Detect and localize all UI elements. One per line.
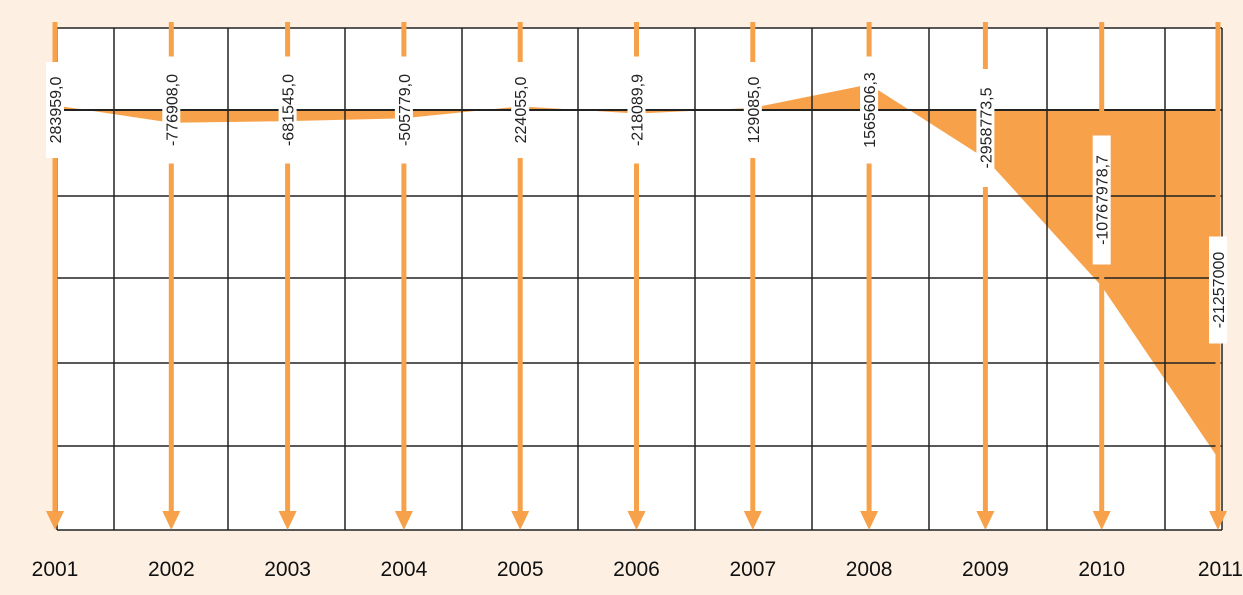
value-label-box <box>162 56 181 164</box>
x-tick-label-2010: 2010 <box>1078 558 1125 581</box>
arrow-head-2005 <box>511 511 530 530</box>
value-label-2003: -681545,0 <box>278 56 298 164</box>
value-label-box <box>860 56 879 164</box>
value-label-2006: -218089,9 <box>627 56 647 164</box>
value-label-text: 1565606,3 <box>862 72 879 148</box>
arrow-head-2008 <box>860 511 879 530</box>
value-label-2005: 224055,0 <box>511 62 530 158</box>
x-tick-label-2005: 2005 <box>497 558 544 581</box>
arrow-head-2010 <box>1092 511 1111 530</box>
value-label-box <box>976 69 995 187</box>
value-label-text: 283959,0 <box>48 77 65 144</box>
value-label-2007: 129085,0 <box>743 62 763 158</box>
arrow-head-2006 <box>627 511 646 530</box>
value-label-text: -2958773,5 <box>978 87 995 168</box>
arrow-head-2002 <box>162 511 181 530</box>
value-label-box <box>278 56 297 164</box>
value-label-box <box>1209 236 1227 344</box>
x-tick-label-2007: 2007 <box>729 558 776 581</box>
value-label-text: -218089,9 <box>630 74 647 146</box>
value-label-2010: -10767978,7 <box>1092 135 1112 265</box>
arrow-head-2007 <box>743 511 762 530</box>
x-tick-label-2011: 2011 <box>1198 558 1243 581</box>
value-label-box <box>1092 135 1111 265</box>
value-label-box <box>743 62 762 158</box>
x-tick-label-2006: 2006 <box>613 558 660 581</box>
value-label-text: -776908,0 <box>164 74 181 146</box>
value-label-text: -681545,0 <box>281 74 298 146</box>
arrow-head-2003 <box>278 511 297 530</box>
value-label-text: 129085,0 <box>746 77 763 144</box>
value-label-2004: -505779,0 <box>394 56 414 164</box>
x-tick-label-2003: 2003 <box>264 558 311 581</box>
value-label-text: -21257000 <box>1211 252 1228 329</box>
value-label-text: 224055,0 <box>513 77 530 144</box>
x-tick-label-2001: 2001 <box>32 558 79 581</box>
x-tick-label-2008: 2008 <box>846 558 893 581</box>
x-tick-label-2002: 2002 <box>148 558 195 581</box>
value-label-box <box>394 56 413 164</box>
arrow-head-2011 <box>1209 511 1227 530</box>
value-label-text: -10767978,7 <box>1095 155 1112 245</box>
value-label-box <box>46 62 64 158</box>
arrow-head-2004 <box>394 511 413 530</box>
arrow-head-2001 <box>46 511 64 530</box>
x-tick-label-2009: 2009 <box>962 558 1009 581</box>
value-label-2008: 1565606,3 <box>860 56 879 164</box>
value-label-2009: -2958773,5 <box>976 69 995 187</box>
value-label-2011: -21257000 <box>1209 236 1228 344</box>
x-tick-label-2004: 2004 <box>381 558 428 581</box>
value-label-2001: 283959,0 <box>46 62 65 158</box>
arrow-head-2009 <box>976 511 995 530</box>
value-label-text: -505779,0 <box>397 74 414 146</box>
value-label-2002: -776908,0 <box>162 56 181 164</box>
value-label-box <box>511 62 530 158</box>
value-label-box <box>627 56 646 164</box>
